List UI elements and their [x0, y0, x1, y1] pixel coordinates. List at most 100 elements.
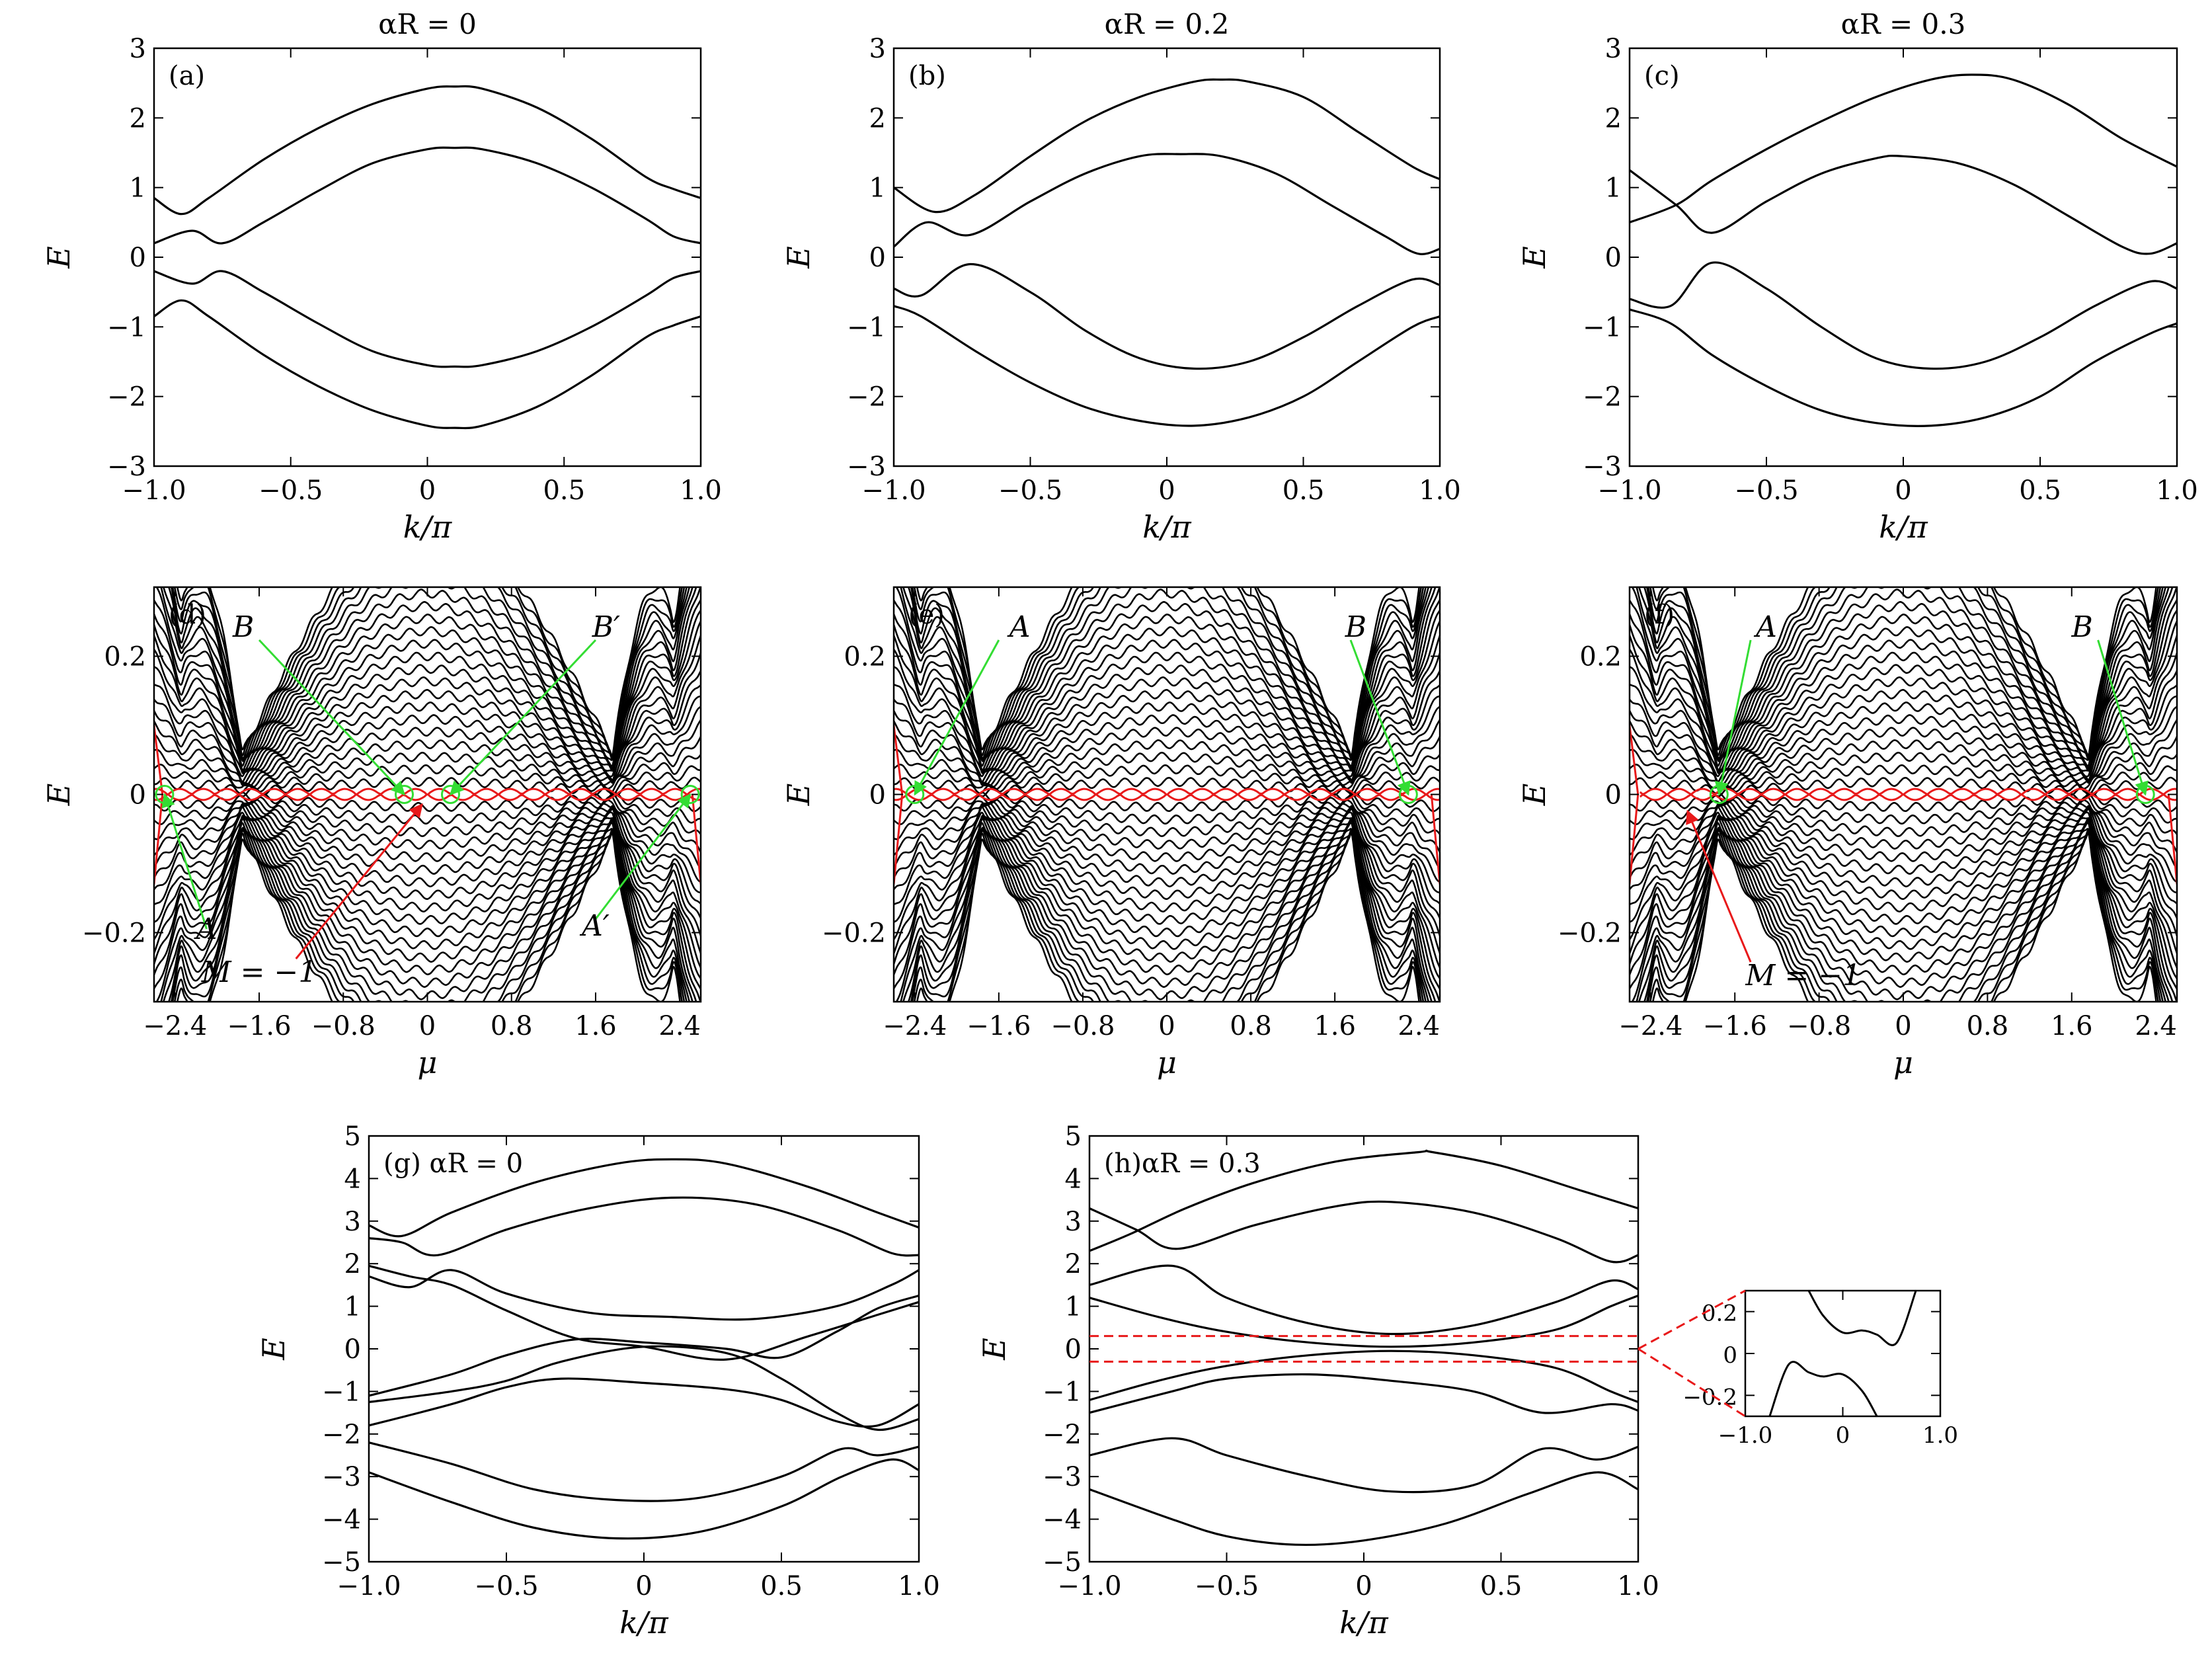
y-tick-label: 0 [869, 780, 886, 811]
y-tick-label: −1 [1583, 312, 1622, 343]
x-tick-label: −0.8 [1787, 1011, 1851, 1041]
y-tick-label: 0.2 [104, 642, 146, 672]
spectrum-line [894, 819, 1440, 1006]
x-tick-label: −0.5 [998, 475, 1062, 506]
panel-label: (e) [908, 600, 945, 630]
annotation-arrow [259, 640, 404, 795]
x-tick-label: 0.8 [491, 1011, 533, 1041]
y-tick-label: 2 [1065, 1249, 1082, 1279]
panel-title: αR = 0.2 [1105, 8, 1230, 40]
x-tick-label: −2.4 [1618, 1011, 1682, 1041]
band-line [1089, 1375, 1638, 1413]
panel-label: (f) [1644, 600, 1675, 630]
y-tick-label: −1 [1043, 1377, 1082, 1407]
x-tick-label: −1.6 [227, 1011, 291, 1041]
x-tick-label: −0.5 [1195, 1571, 1259, 1601]
y-tick-label: −4 [1043, 1505, 1082, 1535]
annotation-label: B [1345, 610, 1366, 644]
x-tick-label: 0 [635, 1571, 652, 1601]
plot-frame [1630, 48, 2177, 466]
spectrum-line [1630, 583, 2177, 770]
annotation-label: B′ [592, 610, 620, 644]
y-tick-label: 1 [344, 1292, 361, 1322]
x-tick-label: 2.4 [2135, 1011, 2177, 1041]
y-tick-label: −3 [847, 452, 886, 482]
band-line [1089, 1266, 1638, 1334]
band-line [1089, 1351, 1638, 1402]
x-tick-label: 1.0 [898, 1571, 940, 1601]
y-tick-label: −5 [322, 1547, 361, 1578]
panel-title: αR = 0 [378, 8, 477, 40]
panel-label: (b) [908, 61, 946, 91]
x-tick-label: 0 [1158, 1011, 1175, 1041]
panel-label: (a) [169, 61, 205, 91]
y-tick-label: −0.2 [1558, 918, 1622, 949]
y-tick-label: 0 [130, 780, 146, 811]
annotation-label: M = −1 [1745, 959, 1861, 992]
y-tick-label: −3 [1583, 452, 1622, 482]
x-tick-label: −0.5 [1734, 475, 1798, 506]
band-line [1089, 1201, 1638, 1262]
y-tick-label: −1 [322, 1377, 361, 1407]
band-line [1630, 156, 2177, 254]
annotation-label: B [232, 610, 254, 644]
band-line [369, 1270, 919, 1320]
x-tick-label: −2.4 [143, 1011, 207, 1041]
y-axis-label: E [781, 246, 816, 269]
y-axis-label: E [976, 1338, 1012, 1361]
x-tick-label: 1.0 [1419, 475, 1461, 506]
x-tick-label: 0 [419, 475, 436, 506]
annotation-label: A [1007, 610, 1031, 644]
y-tick-label: 0 [869, 243, 886, 273]
panel-title: αR = 0.3 [1841, 8, 1966, 40]
band-line [1630, 262, 2177, 369]
y-tick-label: 0 [1605, 780, 1622, 811]
x-tick-label: 0 [1355, 1571, 1372, 1601]
y-tick-label: −3 [107, 452, 146, 482]
annotation-label: M = −1 [201, 955, 317, 989]
y-tick-label: −2 [322, 1420, 361, 1450]
band-line [1089, 1296, 1638, 1347]
band-line [894, 264, 1440, 368]
y-tick-label: −3 [1043, 1462, 1082, 1492]
x-tick-label: −0.8 [1050, 1011, 1115, 1041]
band-line [894, 154, 1440, 255]
y-tick-label: 0 [130, 243, 146, 273]
y-tick-label: 1 [869, 173, 886, 204]
panel-label: (c) [1644, 61, 1680, 91]
y-axis-label: E [781, 784, 816, 807]
annotation-label: B [2071, 610, 2093, 644]
y-tick-label: 3 [130, 34, 146, 64]
x-axis-label: k/π [1339, 1605, 1388, 1640]
y-tick-label: 4 [1065, 1164, 1082, 1194]
plot-frame [894, 48, 1440, 466]
x-tick-label: 2.4 [1398, 1011, 1440, 1041]
band-line [369, 1296, 919, 1396]
band-line [1630, 309, 2177, 426]
y-tick-label: 1 [130, 173, 146, 204]
x-axis-label: μ [418, 1045, 438, 1080]
band-line [369, 1346, 919, 1430]
y-tick-label: 0 [1065, 1334, 1082, 1365]
x-tick-label: 0 [1895, 475, 1911, 506]
x-tick-label: −0.8 [311, 1011, 375, 1041]
band-line [369, 1197, 919, 1256]
y-tick-label: −0.2 [82, 918, 146, 949]
x-tick-label: 1.6 [1314, 1011, 1356, 1041]
band-line [369, 1379, 919, 1427]
x-tick-label: −0.5 [258, 475, 323, 506]
annotation-label: A [194, 912, 217, 946]
y-tick-label: 3 [1065, 1207, 1082, 1237]
x-tick-label: 0 [419, 1011, 436, 1041]
y-tick-label: 0 [1723, 1342, 1737, 1369]
x-tick-label: 0.5 [543, 475, 585, 506]
y-tick-label: −1 [847, 312, 886, 343]
spectrum-line [1630, 819, 2177, 1006]
x-axis-label: k/π [1142, 509, 1191, 545]
x-tick-label: 0.5 [1480, 1571, 1522, 1601]
band-line [1809, 1291, 1916, 1345]
